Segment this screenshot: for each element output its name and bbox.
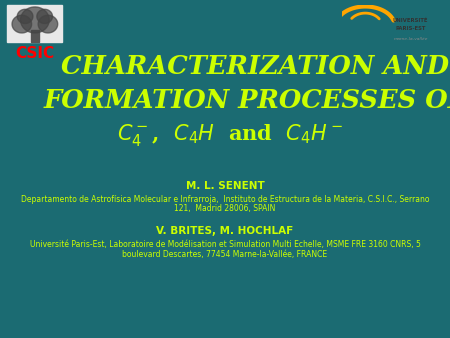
- Text: UNIVERSITÉ: UNIVERSITÉ: [393, 18, 428, 23]
- Text: 121,  Madrid 28006, SPAIN: 121, Madrid 28006, SPAIN: [174, 204, 276, 214]
- Bar: [31, 30, 39, 42]
- Bar: [8, 5, 62, 42]
- Polygon shape: [17, 9, 33, 23]
- Text: Departamento de Astrofísica Molecular e Infrarroja,  Instituto de Estructura de : Departamento de Astrofísica Molecular e …: [21, 195, 429, 204]
- Text: PARIS-EST: PARIS-EST: [396, 26, 426, 31]
- Text: CHARACTERIZATION AND: CHARACTERIZATION AND: [61, 53, 449, 78]
- Text: M. L. SENENT: M. L. SENENT: [185, 181, 265, 191]
- Polygon shape: [38, 15, 58, 33]
- Text: V. BRITES, M. HOCHLAF: V. BRITES, M. HOCHLAF: [157, 226, 293, 236]
- Polygon shape: [12, 15, 32, 33]
- Text: FORMATION PROCESSES OF: FORMATION PROCESSES OF: [44, 88, 450, 113]
- Text: marne-la-vallée: marne-la-vallée: [393, 37, 428, 41]
- Polygon shape: [37, 9, 53, 23]
- Text: CSIC: CSIC: [15, 46, 54, 61]
- Text: $\mathit{C}_4^-$,  $\mathit{C}_4\mathit{H}$  and  $\mathit{C}_4\mathit{H}^-$: $\mathit{C}_4^-$, $\mathit{C}_4\mathit{H…: [117, 122, 343, 148]
- Text: Université Paris-Est, Laboratoire de Modélisation et Simulation Multi Echelle, M: Université Paris-Est, Laboratoire de Mod…: [30, 241, 420, 249]
- Polygon shape: [21, 7, 49, 33]
- Text: boulevard Descartes, 77454 Marne-la-Vallée, FRANCE: boulevard Descartes, 77454 Marne-la-Vall…: [122, 249, 328, 259]
